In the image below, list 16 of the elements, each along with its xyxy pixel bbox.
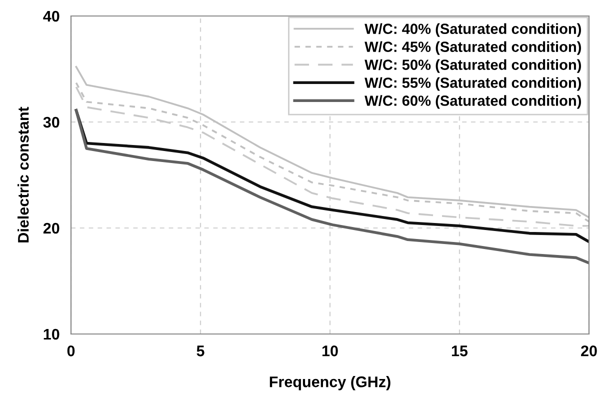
- x-tick-label: 20: [581, 346, 597, 356]
- x-tick-label: 10: [322, 346, 338, 356]
- y-tick-label: 20: [43, 222, 60, 234]
- y-tick-label: 30: [43, 116, 60, 128]
- y-axis-title: Dielectric constant: [18, 106, 29, 242]
- legend-label: W/C: 40% (Saturated condition): [364, 23, 581, 37]
- x-tick-label: 0: [67, 346, 75, 356]
- legend-label: W/C: 50% (Saturated condition): [364, 59, 581, 73]
- legend-label: W/C: 55% (Saturated condition): [364, 77, 581, 91]
- y-tick-label: 10: [44, 328, 60, 340]
- legend-label: W/C: 45% (Saturated condition): [364, 41, 581, 55]
- x-axis-title: Frequency (GHz): [270, 376, 390, 390]
- legend-label: W/C: 60% (Saturated condition): [364, 95, 581, 109]
- x-tick-label: 15: [452, 346, 468, 356]
- x-tick-label: 5: [196, 346, 204, 356]
- y-tick-label: 40: [43, 10, 60, 22]
